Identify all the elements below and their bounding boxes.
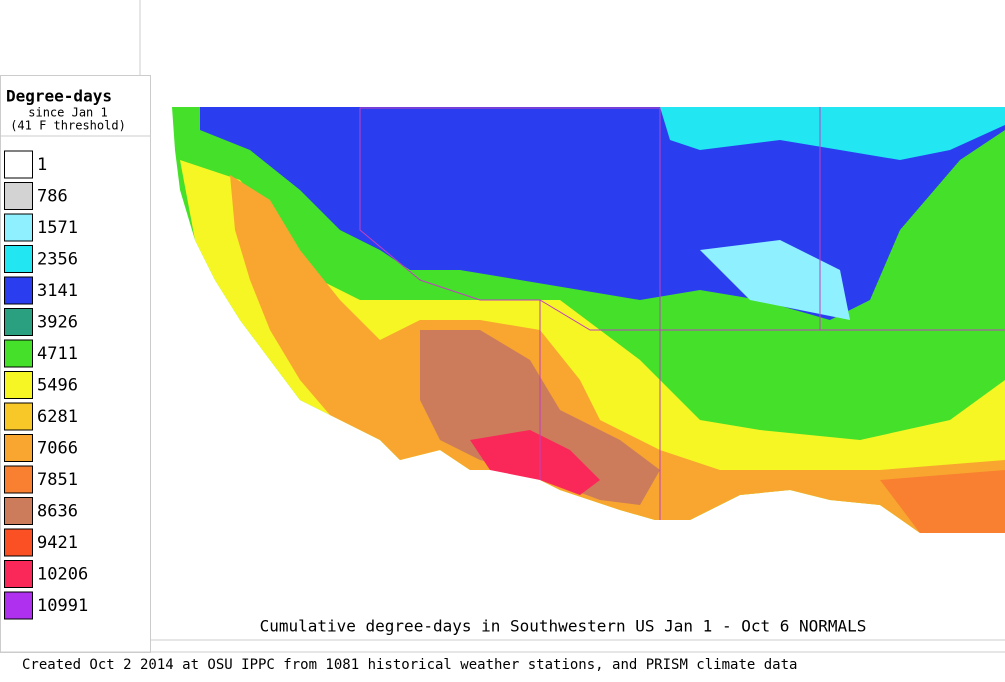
legend-label: 9421	[37, 533, 78, 553]
legend-label: 6281	[37, 407, 78, 427]
legend-label: 7066	[37, 439, 78, 459]
legend-swatch	[4, 402, 33, 431]
legend-label: 4711	[37, 344, 78, 364]
map	[172, 107, 1005, 533]
legend-label: 3926	[37, 313, 78, 333]
legend: 1 786 1571 2356 3141 3926 4711 5496 6281 7066 7851…	[4, 150, 88, 620]
legend-label: 10991	[37, 596, 88, 616]
legend-swatch	[4, 497, 33, 525]
legend-label: 786	[37, 187, 68, 207]
legend-swatch	[4, 339, 33, 368]
legend-threshold: (41 F threshold)	[10, 119, 126, 133]
legend-swatch	[4, 150, 33, 179]
legend-swatch	[4, 245, 33, 273]
legend-label: 8636	[37, 502, 78, 522]
legend-label: 3141	[37, 281, 78, 301]
legend-swatch	[4, 182, 33, 210]
legend-label: 5496	[37, 376, 78, 396]
map-region	[230, 175, 1005, 533]
legend-swatch	[4, 434, 33, 462]
legend-swatch	[4, 560, 33, 588]
state-border	[539, 107, 1005, 520]
legend-swatch	[4, 308, 33, 336]
legend-swatch	[4, 371, 33, 399]
legend-title: Degree-days	[6, 87, 112, 106]
legend-swatch	[4, 276, 33, 305]
legend-swatch	[4, 528, 33, 557]
legend-label: 2356	[37, 250, 78, 270]
legend-label: 10206	[37, 565, 88, 585]
legend-label: 1571	[37, 218, 78, 238]
map-region	[660, 107, 1005, 160]
legend-swatch	[4, 213, 33, 242]
legend-label: 7851	[37, 470, 78, 490]
legend-swatch	[4, 591, 33, 620]
legend-label: 1	[37, 155, 47, 175]
legend-swatch	[4, 465, 33, 494]
footer-note: Created Oct 2 2014 at OSU IPPC from 1081…	[22, 657, 797, 673]
map-caption: Cumulative degree-days in Southwestern U…	[260, 617, 867, 636]
map-region	[470, 430, 600, 495]
legend-subtitle: since Jan 1	[28, 106, 107, 120]
map-region	[700, 240, 850, 320]
map-region	[880, 470, 1005, 533]
